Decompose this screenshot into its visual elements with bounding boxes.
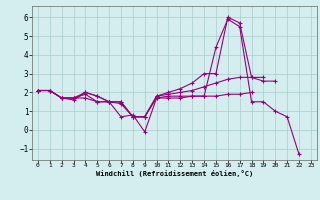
X-axis label: Windchill (Refroidissement éolien,°C): Windchill (Refroidissement éolien,°C) [96,170,253,177]
